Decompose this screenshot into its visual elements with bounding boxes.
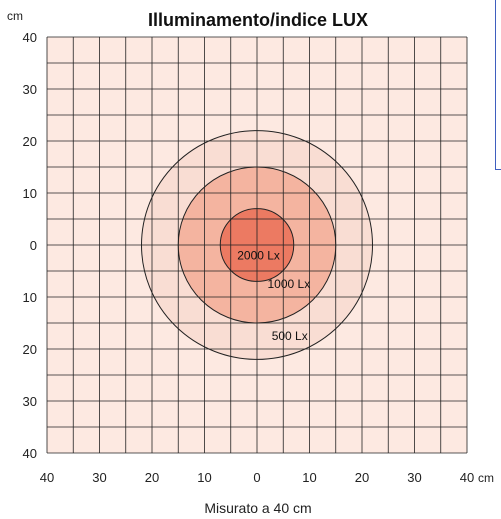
- y-axis-unit: cm: [7, 9, 23, 23]
- y-tick-label: 20: [23, 342, 37, 357]
- y-tick-label: 0: [30, 238, 37, 253]
- y-tick-label: 40: [23, 446, 37, 461]
- y-tick-label: 30: [23, 394, 37, 409]
- x-axis-unit: cm: [478, 471, 494, 485]
- zone-outlines: [141, 130, 373, 360]
- y-tick-label: 40: [23, 30, 37, 45]
- x-tick-label: 10: [197, 470, 211, 485]
- x-tick-label: 30: [407, 470, 421, 485]
- zone-labels: 500 Lx 1000 Lx 2000 Lx: [237, 249, 310, 344]
- x-tick-label: 20: [145, 470, 159, 485]
- side-panel-frame: [495, 0, 501, 170]
- y-tick-label: 20: [23, 134, 37, 149]
- x-tick-label: 40: [460, 470, 474, 485]
- y-tick-label: 30: [23, 82, 37, 97]
- zone-outline-3: [219, 208, 295, 282]
- zone-outline-1: [141, 130, 373, 360]
- y-axis-tick-labels: 40 30 20 10 0 10 20 30 40: [23, 30, 37, 461]
- x-tick-label: 30: [92, 470, 106, 485]
- zone-label: 2000 Lx: [237, 249, 280, 263]
- x-axis-tick-labels: 40 30 20 10 0 10 20 30 40: [40, 470, 474, 485]
- y-tick-label: 10: [23, 290, 37, 305]
- zone-label: 1000 Lx: [268, 277, 311, 291]
- chart-title: Illuminamento/indice LUX: [148, 10, 368, 30]
- x-tick-label: 20: [355, 470, 369, 485]
- zone-outline-2: [177, 166, 337, 324]
- y-tick-label: 10: [23, 186, 37, 201]
- x-axis-title: Misurato a 40 cm: [204, 500, 311, 516]
- x-tick-label: 40: [40, 470, 54, 485]
- x-tick-label: 0: [253, 470, 260, 485]
- zone-label: 500 Lx: [272, 329, 308, 343]
- grid-lines: [46, 36, 468, 454]
- x-tick-label: 10: [302, 470, 316, 485]
